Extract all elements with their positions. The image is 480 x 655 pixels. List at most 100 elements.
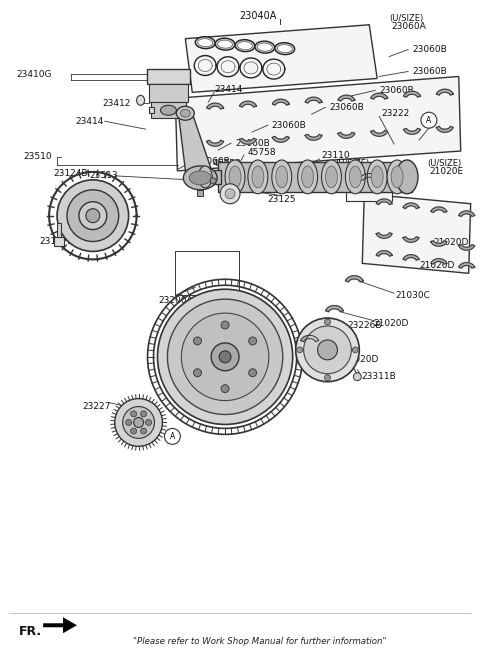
Text: 23200A: 23200A — [158, 295, 192, 305]
Ellipse shape — [275, 43, 295, 54]
Text: 23513: 23513 — [89, 172, 118, 180]
Polygon shape — [362, 194, 471, 273]
Circle shape — [219, 351, 231, 363]
Ellipse shape — [180, 109, 190, 117]
Text: 23124B: 23124B — [53, 170, 87, 178]
Circle shape — [193, 369, 202, 377]
Circle shape — [296, 318, 360, 382]
Circle shape — [221, 321, 229, 329]
Ellipse shape — [276, 166, 288, 188]
Ellipse shape — [189, 171, 211, 185]
Text: 23412: 23412 — [103, 99, 131, 108]
Bar — [57, 223, 61, 236]
Text: 23060B: 23060B — [412, 67, 447, 76]
Circle shape — [67, 190, 119, 242]
Circle shape — [304, 326, 351, 374]
Ellipse shape — [255, 41, 275, 53]
Polygon shape — [305, 97, 322, 103]
Ellipse shape — [298, 160, 318, 194]
Circle shape — [318, 340, 337, 360]
Circle shape — [221, 384, 229, 392]
Text: 21020D: 21020D — [433, 238, 468, 247]
Text: 23060B: 23060B — [329, 103, 364, 112]
Circle shape — [249, 337, 257, 345]
Polygon shape — [404, 91, 420, 97]
Bar — [175, 252, 239, 295]
Text: (U/SIZE): (U/SIZE) — [336, 159, 370, 168]
Circle shape — [220, 184, 240, 204]
Circle shape — [131, 428, 137, 434]
Circle shape — [297, 347, 302, 353]
Text: 23060A: 23060A — [391, 22, 426, 31]
Text: 23510: 23510 — [23, 153, 52, 162]
Polygon shape — [376, 233, 392, 238]
Ellipse shape — [215, 38, 235, 50]
Polygon shape — [179, 113, 214, 178]
Ellipse shape — [277, 45, 292, 52]
Polygon shape — [185, 25, 377, 92]
Bar — [54, 236, 64, 246]
Circle shape — [131, 411, 137, 417]
Circle shape — [168, 299, 283, 415]
Text: 23110: 23110 — [322, 151, 350, 160]
Ellipse shape — [160, 105, 176, 115]
Text: 23060B: 23060B — [412, 45, 447, 54]
Text: 21020D: 21020D — [343, 355, 379, 364]
Circle shape — [123, 407, 155, 438]
FancyBboxPatch shape — [347, 165, 392, 200]
Bar — [148, 107, 155, 113]
Circle shape — [79, 202, 107, 229]
Ellipse shape — [217, 40, 232, 48]
Ellipse shape — [349, 166, 361, 188]
Text: 23127B: 23127B — [39, 237, 74, 246]
Polygon shape — [371, 93, 388, 99]
Ellipse shape — [257, 43, 272, 51]
Polygon shape — [338, 95, 355, 101]
Ellipse shape — [183, 166, 217, 190]
Text: 23311B: 23311B — [361, 372, 396, 381]
Polygon shape — [459, 263, 475, 268]
Polygon shape — [436, 126, 453, 132]
Polygon shape — [206, 103, 224, 109]
Text: 21030A: 21030A — [336, 168, 370, 176]
Circle shape — [141, 411, 146, 417]
Ellipse shape — [137, 96, 144, 105]
Circle shape — [324, 319, 330, 325]
Ellipse shape — [322, 160, 341, 194]
Text: 23060B: 23060B — [272, 121, 307, 130]
Ellipse shape — [325, 166, 337, 188]
Text: 23414: 23414 — [75, 117, 103, 126]
Polygon shape — [403, 203, 419, 208]
Polygon shape — [403, 255, 419, 260]
Text: 23040A: 23040A — [239, 11, 276, 21]
Polygon shape — [436, 89, 453, 95]
Polygon shape — [305, 134, 322, 140]
Polygon shape — [175, 77, 461, 171]
Polygon shape — [459, 245, 475, 250]
Polygon shape — [360, 174, 379, 180]
Ellipse shape — [229, 166, 241, 188]
Circle shape — [324, 375, 330, 381]
Text: 23060B: 23060B — [379, 86, 414, 95]
Text: 23414: 23414 — [214, 85, 242, 94]
Polygon shape — [431, 207, 447, 212]
Text: 45758: 45758 — [248, 147, 276, 157]
Polygon shape — [431, 259, 447, 264]
Circle shape — [249, 369, 257, 377]
Polygon shape — [404, 128, 420, 134]
Polygon shape — [376, 251, 392, 256]
Text: 45758: 45758 — [212, 159, 241, 168]
Ellipse shape — [387, 160, 407, 194]
Bar — [197, 190, 203, 196]
Polygon shape — [272, 99, 289, 105]
Circle shape — [157, 290, 293, 424]
Polygon shape — [338, 132, 355, 138]
Ellipse shape — [198, 39, 213, 47]
Ellipse shape — [391, 166, 403, 188]
Text: A: A — [170, 432, 175, 441]
Bar — [218, 162, 412, 192]
Text: 23227: 23227 — [83, 402, 111, 411]
Polygon shape — [325, 305, 343, 312]
Ellipse shape — [396, 160, 418, 194]
Circle shape — [421, 112, 437, 128]
